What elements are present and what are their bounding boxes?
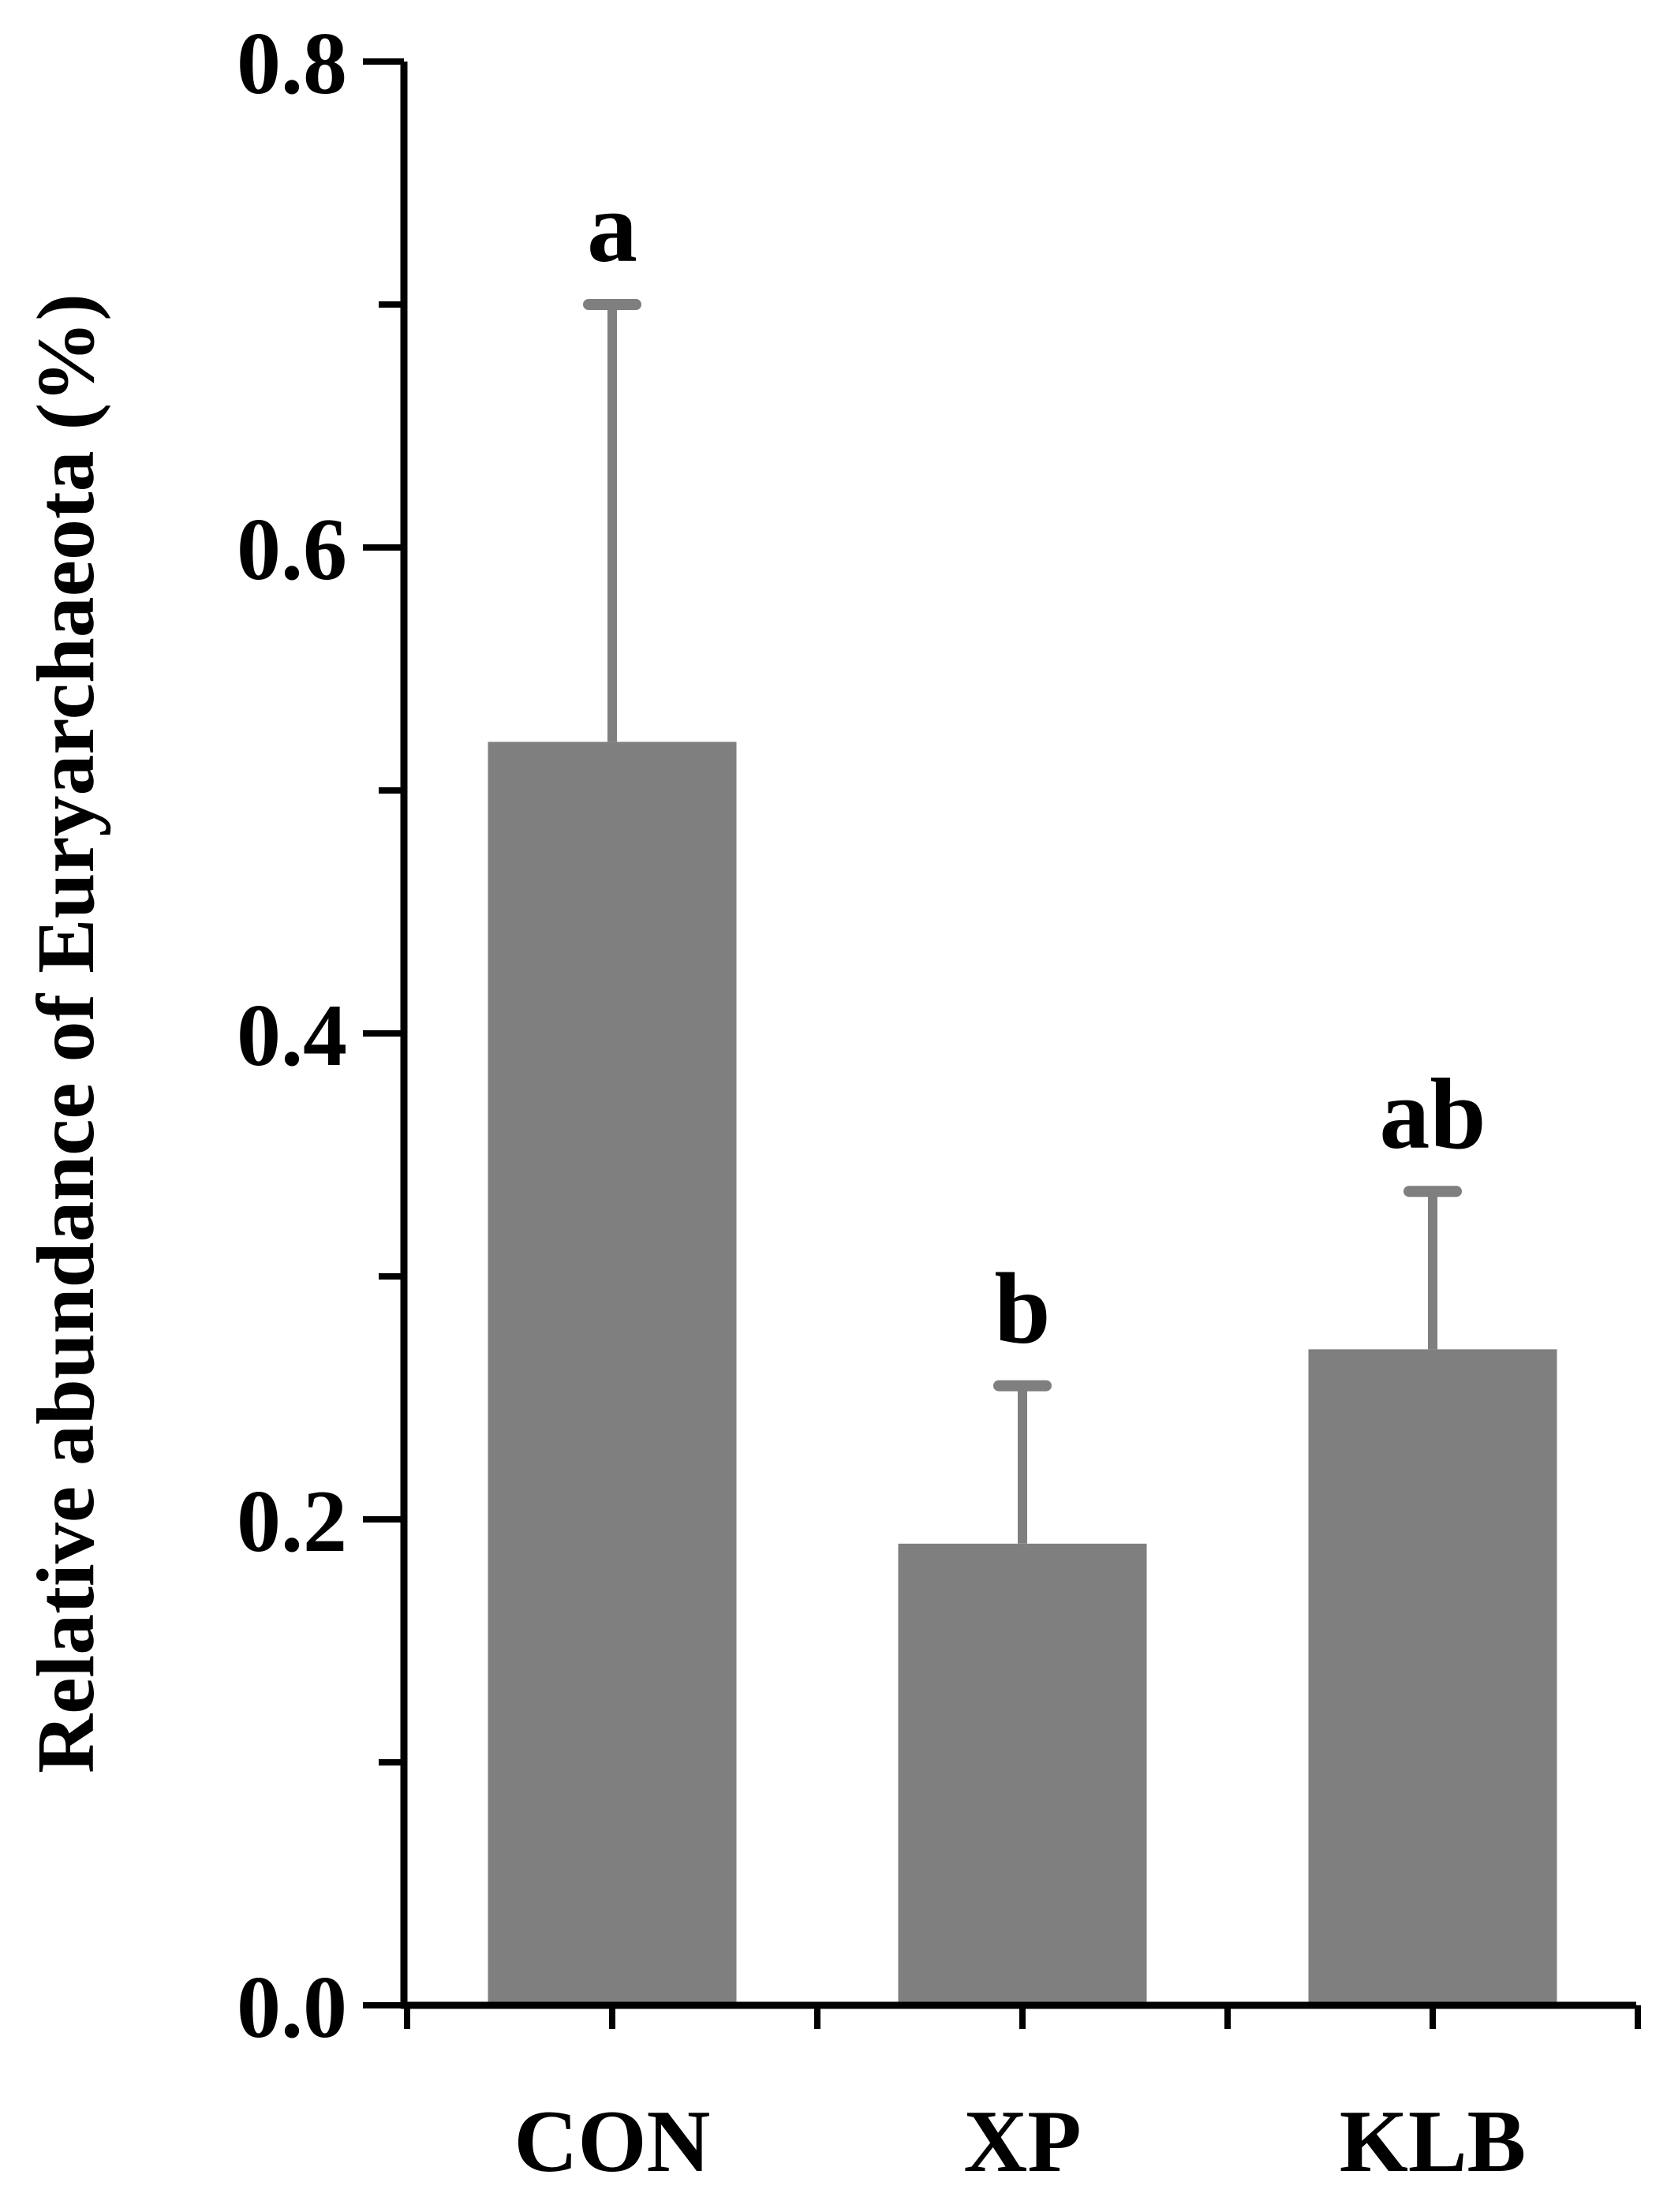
bar-con <box>488 742 737 2005</box>
y-tick-label: 0.2 <box>237 1473 347 1571</box>
error-bars-layer <box>583 299 1462 1544</box>
significance-label: ab <box>1379 1058 1486 1170</box>
y-tick-label: 0.0 <box>237 1959 347 2057</box>
y-tick-label: 0.8 <box>237 15 347 113</box>
x-tick-label: CON <box>514 2093 711 2191</box>
significance-label: b <box>994 1253 1050 1365</box>
x-ticks-layer <box>404 2005 1641 2029</box>
bars-layer <box>488 742 1557 2005</box>
y-ticks-layer <box>363 58 404 2008</box>
y-tick-label: 0.6 <box>237 501 347 599</box>
y-axis-title: Relative abundance of Euryarchaeota (%) <box>21 293 111 1773</box>
labels-layer: a CON b XP ab KLB 0.0 0.2 0.4 0.6 0.8 <box>237 15 1526 2191</box>
significance-label: a <box>587 171 637 283</box>
bar-xp <box>898 1543 1147 2005</box>
x-tick-label: XP <box>963 2093 1081 2191</box>
y-tick-label: 0.4 <box>237 987 347 1085</box>
bar-klb <box>1308 1349 1557 2005</box>
x-tick-label: KLB <box>1340 2093 1527 2191</box>
